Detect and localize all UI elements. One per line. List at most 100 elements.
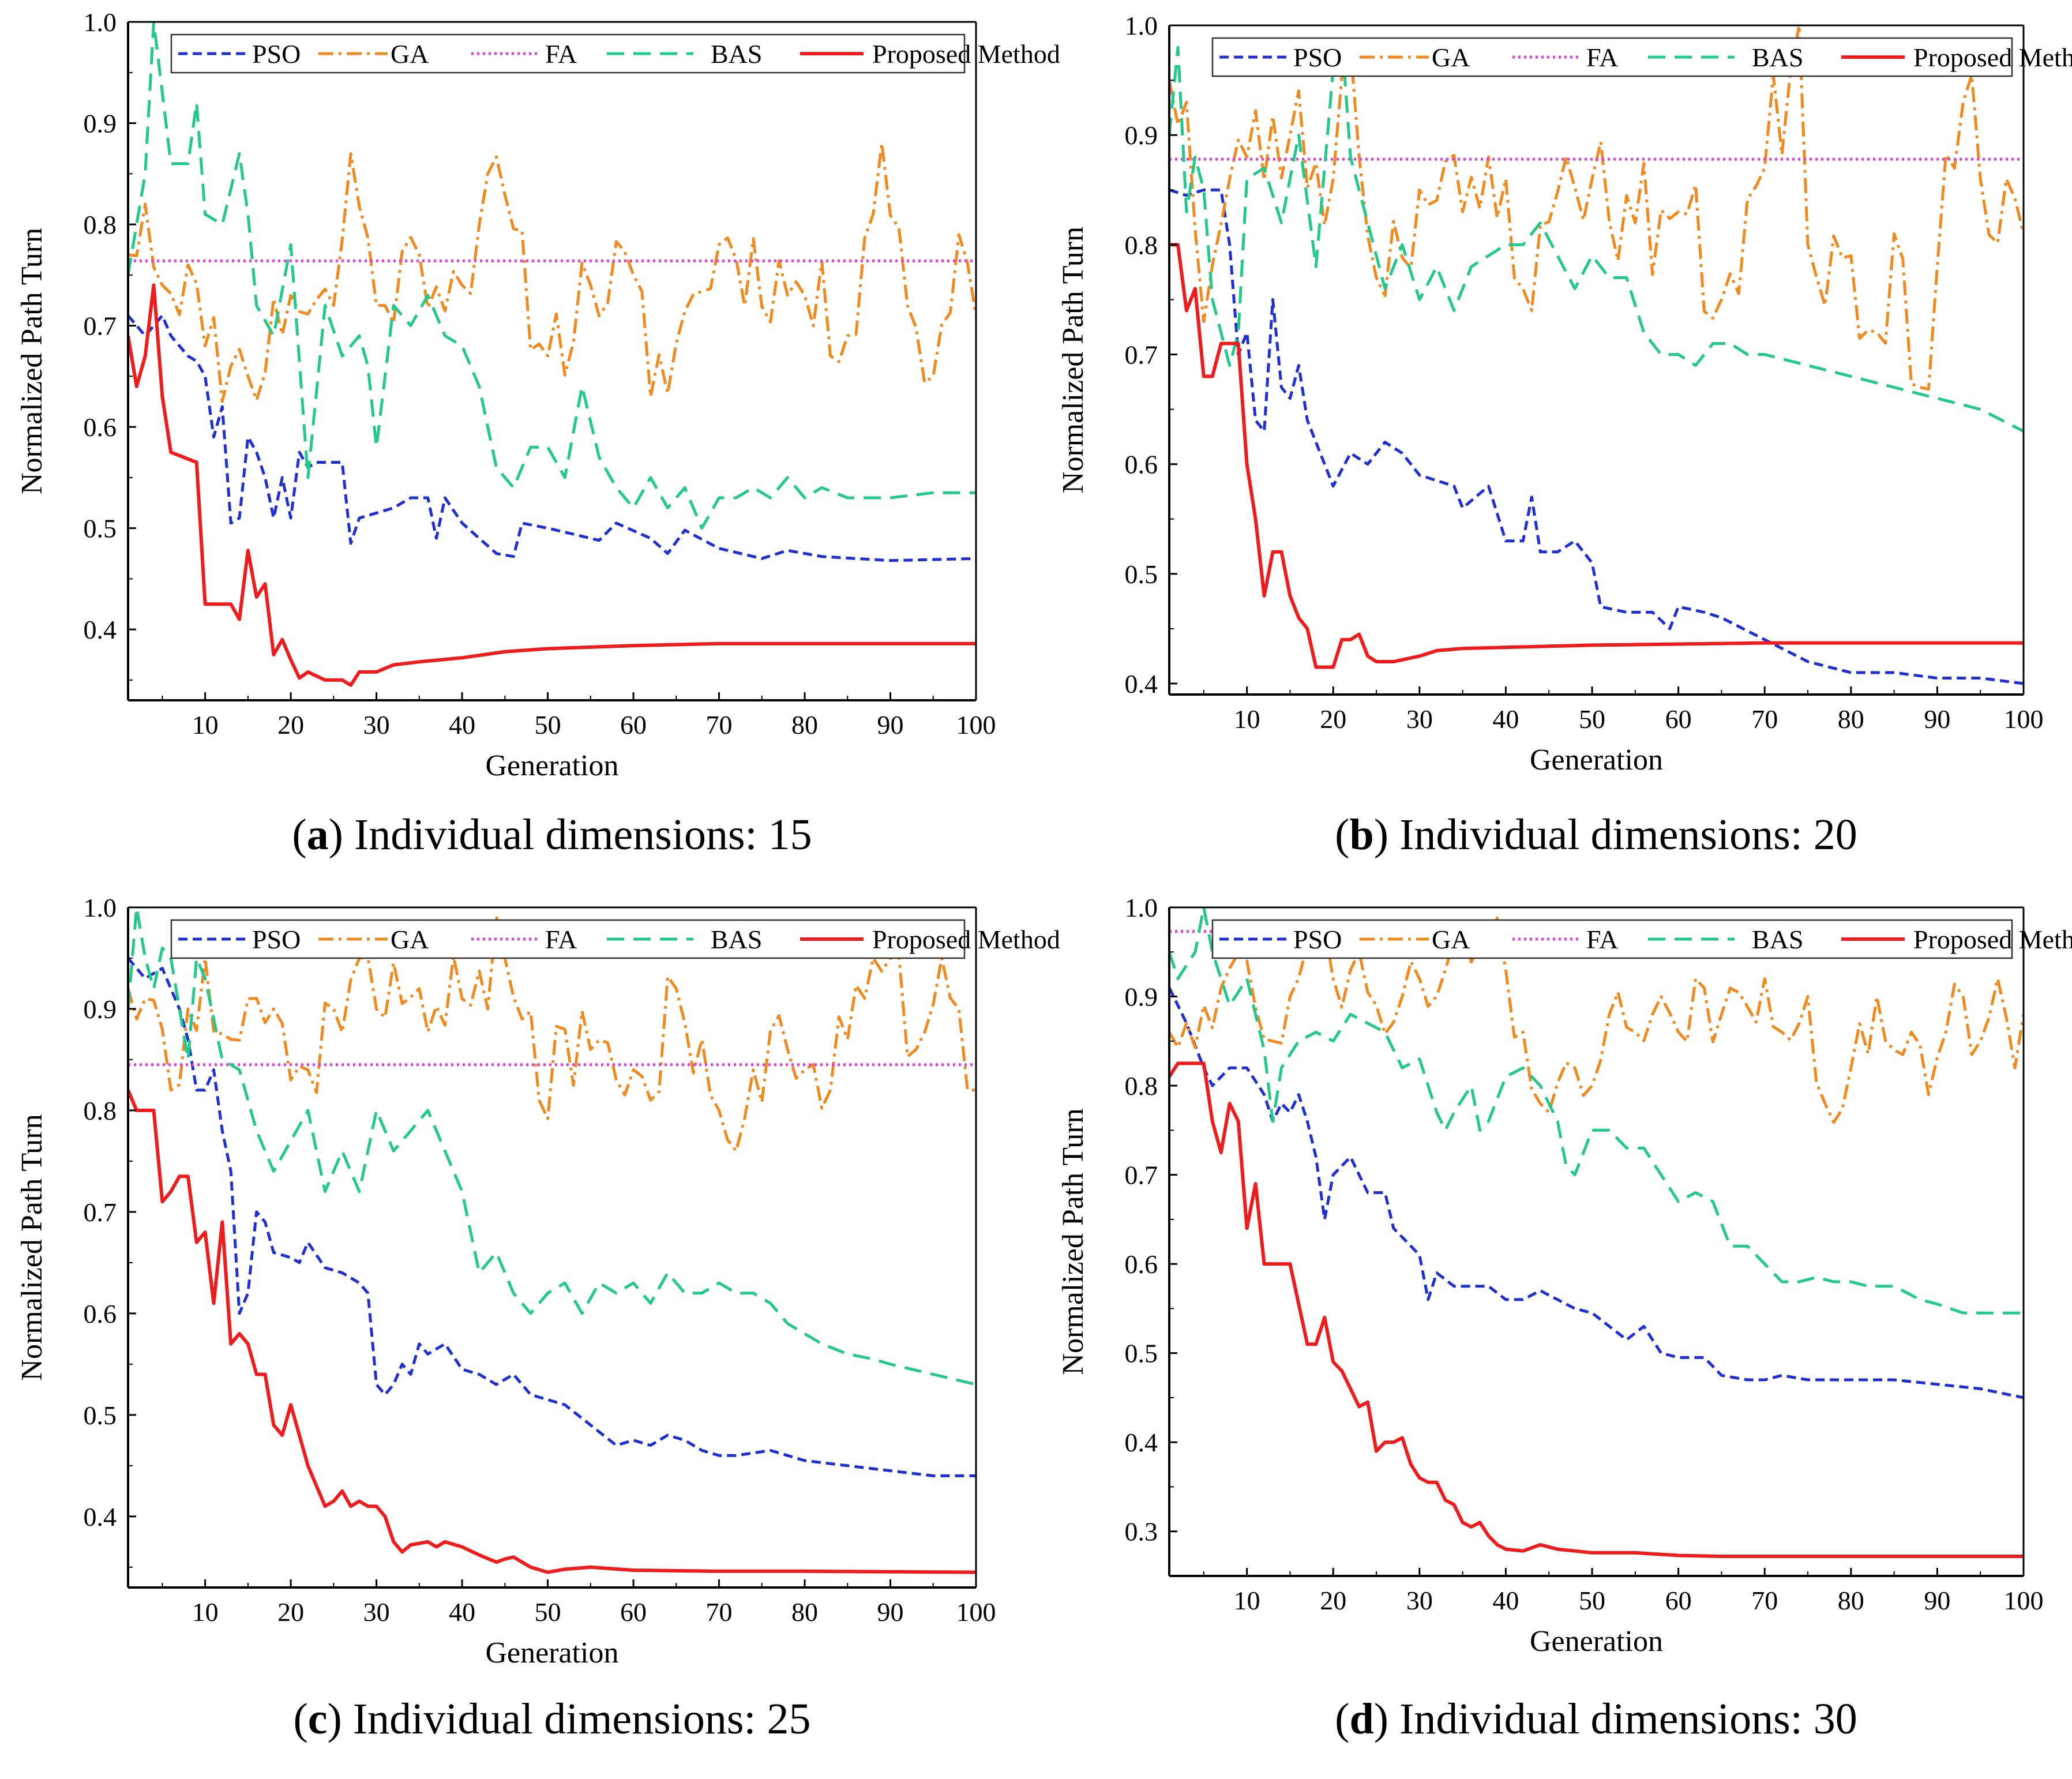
- y-tick-label: 0.9: [1125, 121, 1158, 150]
- x-axis-label: Generation: [485, 1637, 618, 1669]
- x-tick-label: 20: [277, 710, 304, 740]
- series-line-proposed: [128, 283, 976, 687]
- x-tick-label: 100: [2004, 704, 2044, 734]
- x-tick-label: 50: [535, 1597, 561, 1627]
- y-axis-label: Normalized Path Turn: [1057, 227, 1090, 493]
- x-tick-label: 100: [956, 1597, 996, 1627]
- caption-body: Individual dimensions: 15: [354, 810, 812, 859]
- series-line-bas: [128, 22, 976, 530]
- x-tick-label: 90: [877, 710, 904, 740]
- y-tick-label: 0.5: [1125, 1339, 1158, 1368]
- legend-label-ga: GA: [1432, 43, 1470, 72]
- chart-panel-c: 10 20 30 40 50 60 70 80 90 100 0.4 0.5 0.6 0.7 0.8 0.9 1…: [16, 893, 1060, 1669]
- caption-letter: d: [1349, 1695, 1373, 1743]
- y-tick-label: 1.0: [1125, 893, 1158, 922]
- y-tick-label: 0.7: [1125, 1161, 1158, 1190]
- y-tick-label: 0.6: [1125, 450, 1158, 479]
- caption-body: Individual dimensions: 25: [353, 1695, 811, 1743]
- y-tick-label: 0.5: [84, 514, 117, 543]
- series-line-ga: [128, 142, 976, 403]
- x-tick-label: 10: [192, 1597, 219, 1627]
- series-group: [128, 907, 976, 1574]
- x-tick-label: 10: [192, 710, 219, 740]
- legend-label-proposed: Proposed Method: [1913, 43, 2072, 72]
- y-tick-label: 0.6: [1125, 1249, 1158, 1279]
- x-tick-label: 80: [791, 1597, 818, 1627]
- x-tick-label: 40: [1492, 1586, 1519, 1615]
- x-tick-label: 60: [1665, 1586, 1692, 1615]
- series-group: [128, 22, 976, 687]
- y-axis-label: Normalized Path Turn: [1057, 1108, 1090, 1375]
- y-tick-label: 0.8: [84, 1096, 117, 1125]
- series-group: [1169, 907, 2024, 1558]
- chart-panel-b: 10 20 30 40 50 60 70 80 90 100 0.4 0.5 0.6 0.7 0.8 0.9 1…: [1057, 11, 2072, 776]
- legend-label-proposed: Proposed Method: [872, 39, 1060, 69]
- legend: PSO GA FA BAS Proposed Method: [170, 919, 1060, 959]
- x-tick-label: 60: [1665, 704, 1692, 734]
- series-line-bas: [1169, 35, 2024, 433]
- y-axis-label: Normalized Path Turn: [16, 228, 48, 494]
- x-axis-label: Generation: [1530, 1625, 1663, 1658]
- y-tick-label: 0.9: [84, 994, 117, 1024]
- x-tick-label: 50: [535, 710, 561, 740]
- panel-caption-d: (d) Individual dimensions: 30: [1335, 1695, 1857, 1743]
- x-tick-label: 100: [956, 710, 996, 740]
- y-tick-label: 1.0: [84, 893, 117, 922]
- y-tick-label: 0.6: [84, 1299, 117, 1328]
- caption-body: Individual dimensions: 30: [1399, 1695, 1857, 1743]
- legend-label-ga: GA: [391, 39, 429, 69]
- y-tick-label: 0.8: [1125, 230, 1158, 260]
- series-line-ga: [1169, 25, 2024, 391]
- y-tick-label: 0.7: [84, 311, 117, 341]
- caption-letter: c: [308, 1695, 328, 1743]
- caption-paren-open: (: [1335, 810, 1349, 859]
- y-tick-label: 1.0: [84, 7, 117, 37]
- legend-label-fa: FA: [1586, 925, 1618, 954]
- x-tick-label: 40: [1492, 704, 1519, 734]
- x-axis-label: Generation: [485, 749, 618, 782]
- series-line-proposed: [1169, 243, 2024, 669]
- legend-box: [1211, 919, 2013, 959]
- series-line-ga: [128, 914, 976, 1153]
- y-tick-label: 0.7: [84, 1198, 117, 1227]
- legend-label-bas: BAS: [711, 39, 762, 69]
- legend-label-ga: GA: [1432, 925, 1470, 954]
- legend-label-bas: BAS: [711, 925, 762, 954]
- y-tick-label: 0.5: [84, 1401, 117, 1430]
- panel-caption-a: (a) Individual dimensions: 15: [292, 810, 812, 859]
- series-line-bas: [1169, 907, 2024, 1315]
- caption-letter: a: [307, 810, 329, 859]
- y-tick-label: 0.8: [84, 210, 117, 239]
- x-tick-label: 90: [1924, 1586, 1950, 1615]
- x-tick-label: 80: [791, 710, 818, 740]
- x-tick-label: 100: [2004, 1586, 2044, 1615]
- caption-paren-open: (: [292, 810, 306, 859]
- series-line-proposed: [128, 1089, 976, 1574]
- x-tick-label: 70: [706, 1597, 733, 1627]
- y-tick-label: 0.3: [1125, 1517, 1158, 1547]
- legend-label-proposed: Proposed Method: [1913, 925, 2072, 954]
- caption-body: Individual dimensions: 20: [1399, 810, 1857, 859]
- legend-label-fa: FA: [545, 39, 577, 69]
- x-tick-label: 30: [363, 710, 390, 740]
- y-tick-label: 0.4: [1125, 669, 1158, 699]
- caption-paren-close: ): [329, 810, 354, 859]
- caption-paren-close: ): [1374, 1695, 1399, 1743]
- x-tick-label: 70: [1751, 704, 1778, 734]
- y-tick-label: 1.0: [1125, 11, 1158, 40]
- x-tick-label: 10: [1234, 704, 1260, 734]
- series-line-pso: [128, 957, 976, 1477]
- x-tick-label: 20: [277, 1597, 304, 1627]
- caption-paren-open: (: [1335, 1695, 1349, 1743]
- caption-paren-close: ): [328, 1695, 353, 1743]
- y-tick-label: 0.4: [1125, 1428, 1158, 1457]
- legend-label-bas: BAS: [1752, 925, 1803, 954]
- series-line-pso: [1169, 987, 2024, 1399]
- series-group: [1169, 25, 2024, 685]
- x-tick-label: 50: [1579, 1586, 1605, 1615]
- y-tick-label: 0.5: [1125, 560, 1158, 589]
- panel-caption-b: (b) Individual dimensions: 20: [1335, 810, 1857, 859]
- y-tick-label: 0.4: [84, 615, 117, 644]
- chart-panel-a: 10 20 30 40 50 60 70 80 90 100 0.4 0.5 0.6 0.7 0.8 0.9 1…: [16, 7, 1060, 782]
